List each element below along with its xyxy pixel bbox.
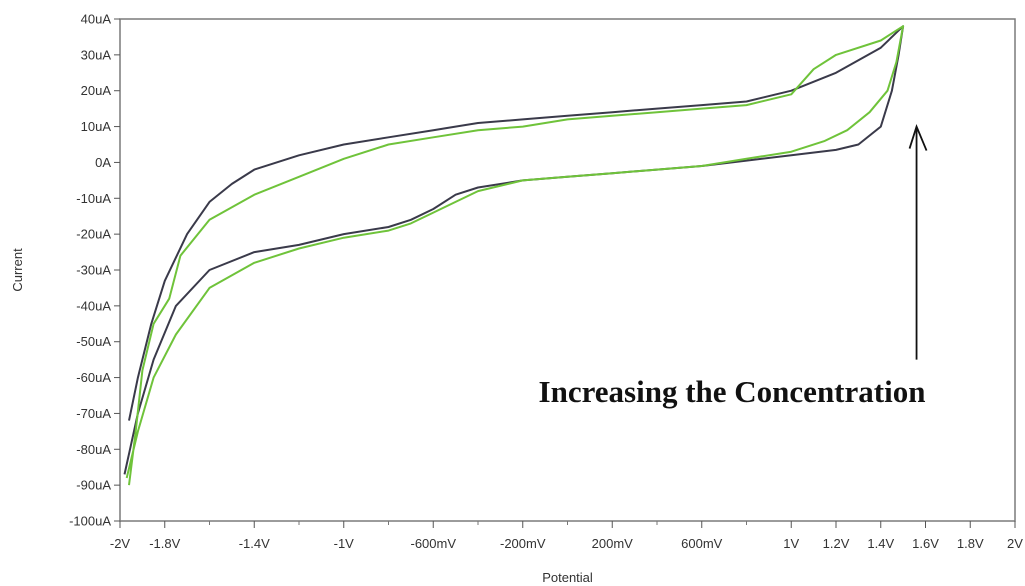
y-tick-label: -60uA (76, 370, 111, 385)
x-tick-label: 2V (1007, 536, 1023, 551)
y-tick-label: 30uA (81, 47, 112, 62)
y-tick-label: 40uA (81, 12, 112, 27)
y-tick-label: -40uA (76, 298, 111, 313)
y-tick-label: 10uA (81, 119, 112, 134)
y-tick-label: -70uA (76, 406, 111, 421)
series-line-2 (125, 25, 905, 486)
x-tick-label: 600mV (681, 536, 723, 551)
y-axis: 40uA 30uA 20uA 10uA 0A -10uA -20uA -30uA -40uA -5… (69, 12, 120, 529)
annotation-group: Increasing the Concentration (539, 123, 928, 409)
series-group (123, 25, 905, 486)
x-tick-label: -2V (110, 536, 131, 551)
series-line-1 (123, 25, 905, 475)
y-tick-label: -100uA (69, 514, 111, 529)
y-tick-label: -10uA (76, 191, 111, 206)
x-tick-label: -600mV (410, 536, 456, 551)
annotation-arrow-head (908, 123, 928, 151)
x-axis-title: Potential (542, 570, 593, 585)
y-axis-title: Current (10, 248, 25, 292)
plot-area-frame (119, 18, 1016, 522)
x-tick-label: 1.2V (823, 536, 850, 551)
y-tick-label: -20uA (76, 227, 111, 242)
x-tick-label: 1.8V (957, 536, 984, 551)
y-tick-label: -80uA (76, 442, 111, 457)
y-tick-label: 20uA (81, 83, 112, 98)
x-tick-label: 1V (783, 536, 799, 551)
x-tick-label: 1.4V (867, 536, 894, 551)
x-tick-label: -1V (334, 536, 355, 551)
x-axis: -2V -1.8V -1.4V -1V -600mV -200mV 200mV 600mV 1V… (110, 521, 1023, 551)
x-tick-label: -1.4V (239, 536, 270, 551)
x-tick-label: 200mV (592, 536, 634, 551)
y-tick-label: -50uA (76, 334, 111, 349)
x-tick-label: -1.8V (149, 536, 180, 551)
annotation-text: Increasing the Concentration (539, 374, 926, 409)
y-tick-label: -30uA (76, 263, 111, 278)
y-tick-label: -90uA (76, 478, 111, 493)
x-tick-label: 1.6V (912, 536, 939, 551)
y-tick-label: 0A (95, 155, 111, 170)
x-tick-label: -200mV (500, 536, 546, 551)
